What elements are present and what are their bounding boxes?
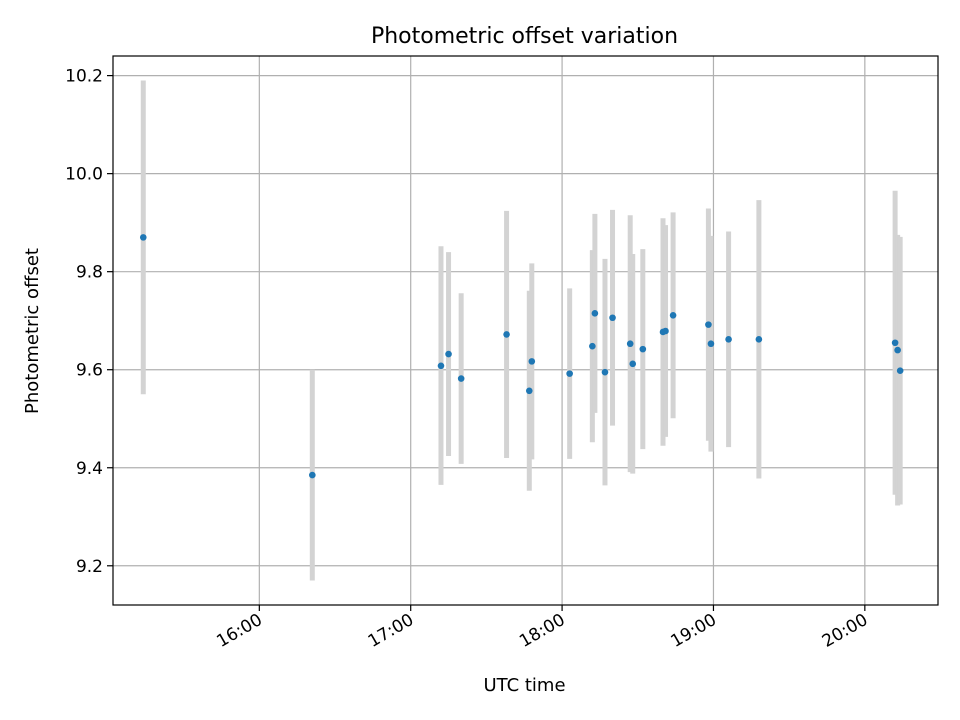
data-point — [894, 346, 901, 354]
data-point — [503, 331, 510, 338]
data-point — [725, 336, 732, 343]
data-point — [528, 358, 536, 365]
data-point — [896, 367, 904, 374]
data-point — [639, 345, 647, 353]
y-tick-label: 9.4 — [76, 459, 103, 479]
y-axis-label: Photometric offset — [22, 248, 43, 414]
data-point — [755, 336, 763, 343]
data-point — [601, 368, 609, 376]
y-tick-label: 9.6 — [76, 361, 103, 381]
data-point — [457, 375, 465, 382]
plot-frame — [112, 55, 939, 606]
data-point — [589, 342, 596, 350]
data-point — [566, 370, 573, 377]
data-point — [445, 350, 452, 358]
data-point — [662, 327, 669, 335]
data-points — [139, 234, 904, 479]
data-point — [707, 340, 715, 348]
y-tick-label: 10.2 — [65, 67, 103, 87]
data-point — [626, 340, 634, 348]
y-tick-label: 9.8 — [76, 263, 103, 283]
data-point — [669, 312, 677, 319]
grid — [113, 56, 938, 605]
data-point — [309, 471, 316, 479]
data-point — [609, 314, 616, 322]
y-axis-ticks: 9.2 9.4 9.6 9.8 10.0 10.2 — [65, 67, 113, 577]
data-point — [525, 387, 533, 395]
x-axis-label: UTC time — [483, 675, 565, 696]
y-tick-label: 10.0 — [65, 165, 103, 185]
chart-title: Photometric offset variation — [371, 24, 678, 49]
data-point — [705, 321, 712, 328]
y-tick-label: 9.2 — [76, 557, 103, 577]
data-point — [591, 310, 599, 317]
data-point — [629, 360, 637, 368]
data-point — [891, 339, 899, 347]
data-point — [139, 234, 147, 241]
data-point — [437, 362, 445, 370]
